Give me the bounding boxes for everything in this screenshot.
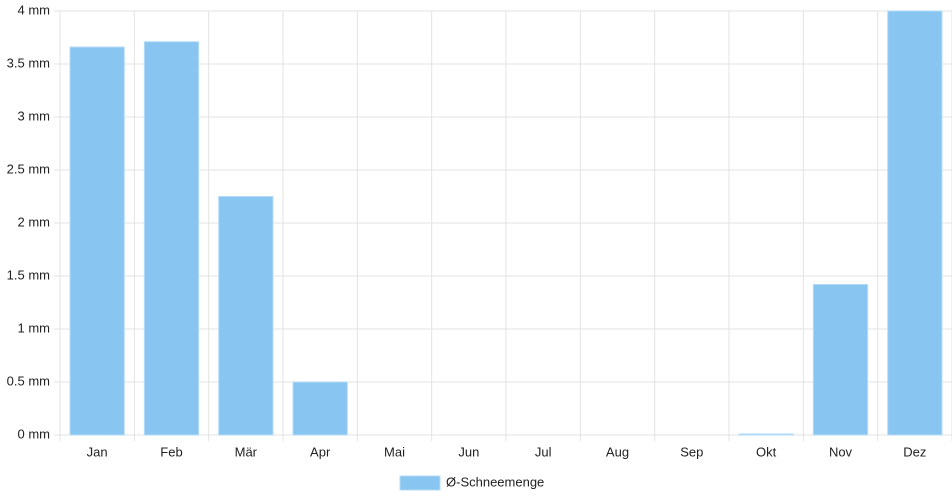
x-tick-label: Sep [680, 444, 703, 459]
bar[interactable] [812, 283, 869, 436]
bar[interactable] [738, 433, 794, 436]
x-tick-label: Apr [310, 444, 331, 459]
bar[interactable] [218, 196, 274, 436]
y-tick-label: 2 mm [18, 214, 51, 229]
x-tick-label: Jul [535, 444, 552, 459]
x-tick-label: Jan [87, 444, 108, 459]
y-tick-label: 1 mm [18, 320, 51, 335]
y-tick-label: 1.5 mm [7, 267, 50, 282]
y-tick-label: 4 mm [18, 2, 51, 17]
x-tick-label: Mai [384, 444, 405, 459]
x-tick-label: Jun [458, 444, 479, 459]
y-tick-label: 2.5 mm [7, 161, 50, 176]
legend-label[interactable]: Ø-Schneemenge [446, 474, 544, 489]
bar[interactable] [69, 46, 125, 436]
x-tick-label: Dez [903, 444, 926, 459]
y-tick-label: 3 mm [18, 108, 51, 123]
y-tick-label: 0 mm [18, 426, 51, 441]
x-tick-label: Aug [606, 444, 629, 459]
x-tick-label: Nov [829, 444, 853, 459]
x-tick-label: Mär [235, 444, 258, 459]
bar[interactable] [292, 381, 348, 436]
bar[interactable] [143, 41, 200, 436]
y-tick-label: 3.5 mm [7, 55, 50, 70]
x-tick-label: Feb [160, 444, 182, 459]
x-tick-label: Okt [756, 444, 777, 459]
bar[interactable] [887, 10, 943, 436]
y-tick-label: 0.5 mm [7, 373, 50, 388]
legend-swatch[interactable] [399, 475, 441, 491]
